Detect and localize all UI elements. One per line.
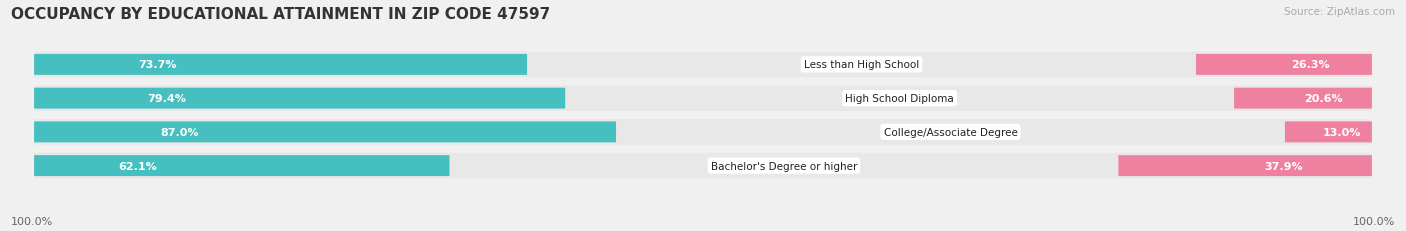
Text: 100.0%: 100.0% [11,216,53,226]
Text: 73.7%: 73.7% [138,60,177,70]
Text: Source: ZipAtlas.com: Source: ZipAtlas.com [1284,7,1395,17]
Text: Less than High School: Less than High School [804,60,920,70]
FancyBboxPatch shape [1197,55,1372,76]
FancyBboxPatch shape [1234,88,1372,109]
Text: 20.6%: 20.6% [1305,94,1343,104]
Text: Bachelor's Degree or higher: Bachelor's Degree or higher [711,161,858,171]
FancyBboxPatch shape [34,122,616,143]
Text: 62.1%: 62.1% [118,161,157,171]
Text: 13.0%: 13.0% [1322,127,1361,137]
FancyBboxPatch shape [34,153,1372,179]
Text: 100.0%: 100.0% [1353,216,1395,226]
Text: College/Associate Degree: College/Associate Degree [883,127,1018,137]
Text: 87.0%: 87.0% [160,127,198,137]
Text: 79.4%: 79.4% [148,94,187,104]
FancyBboxPatch shape [34,52,1372,78]
Text: 37.9%: 37.9% [1264,161,1302,171]
FancyBboxPatch shape [34,55,527,76]
FancyBboxPatch shape [1285,122,1372,143]
FancyBboxPatch shape [34,155,450,176]
FancyBboxPatch shape [1118,155,1372,176]
Text: High School Diploma: High School Diploma [845,94,955,104]
Text: 26.3%: 26.3% [1291,60,1330,70]
FancyBboxPatch shape [34,119,1372,145]
FancyBboxPatch shape [34,88,565,109]
FancyBboxPatch shape [34,86,1372,112]
Text: OCCUPANCY BY EDUCATIONAL ATTAINMENT IN ZIP CODE 47597: OCCUPANCY BY EDUCATIONAL ATTAINMENT IN Z… [11,7,551,22]
